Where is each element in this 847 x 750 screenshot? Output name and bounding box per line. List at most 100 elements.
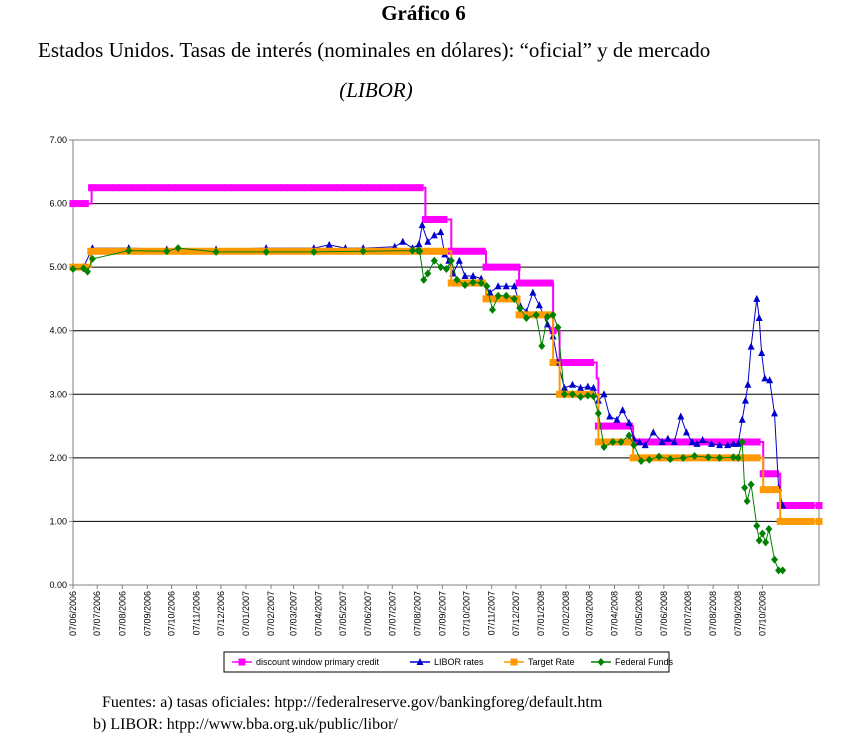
data-point bbox=[229, 247, 237, 255]
data-point bbox=[298, 247, 306, 255]
data-point bbox=[482, 295, 490, 303]
x-tick-label: 07/11/2006 bbox=[192, 591, 202, 635]
data-point bbox=[625, 418, 633, 426]
data-point bbox=[543, 312, 551, 321]
data-point bbox=[521, 311, 529, 319]
data-point bbox=[685, 438, 693, 446]
data-point bbox=[399, 237, 407, 245]
data-point bbox=[212, 184, 220, 192]
data-point bbox=[482, 263, 490, 271]
data-point bbox=[654, 438, 662, 446]
data-point bbox=[758, 529, 766, 538]
data-point bbox=[779, 566, 787, 575]
data-point bbox=[510, 282, 518, 290]
x-tick-label: 07/06/2008 bbox=[659, 591, 669, 636]
data-point bbox=[747, 454, 755, 462]
data-point bbox=[765, 486, 773, 494]
data-point bbox=[738, 415, 746, 423]
data-point bbox=[99, 247, 107, 255]
x-tick-label: 07/03/2008 bbox=[584, 591, 594, 636]
data-point bbox=[741, 396, 749, 404]
data-point bbox=[112, 184, 120, 192]
y-tick-label: 0.00 bbox=[49, 580, 67, 590]
data-point bbox=[447, 279, 455, 287]
data-point bbox=[437, 228, 445, 236]
x-tick-label: 07/09/2008 bbox=[733, 591, 743, 636]
data-point bbox=[546, 279, 554, 287]
data-point bbox=[704, 453, 712, 462]
interest-rate-chart: 0.00 1.00 2.00 3.00 4.00 5.00 6.00 7.00 07/06/2… bbox=[49, 135, 823, 673]
data-point bbox=[666, 455, 674, 464]
x-tick-label: 07/07/2008 bbox=[683, 591, 693, 636]
data-point bbox=[174, 184, 182, 192]
data-point bbox=[236, 184, 244, 192]
data-point bbox=[285, 247, 293, 255]
data-point bbox=[587, 390, 595, 398]
data-point bbox=[815, 502, 823, 510]
data-point bbox=[167, 247, 175, 255]
data-point bbox=[771, 555, 779, 564]
data-point bbox=[360, 184, 368, 192]
x-tick-label: 07/08/2006 bbox=[117, 591, 127, 636]
data-point bbox=[697, 454, 705, 462]
data-point bbox=[336, 184, 344, 192]
x-tick-label: 07/09/2006 bbox=[142, 591, 152, 636]
data-point bbox=[453, 247, 461, 255]
data-point bbox=[398, 184, 406, 192]
data-point bbox=[741, 483, 749, 492]
y-tick-label: 2.00 bbox=[49, 453, 67, 463]
data-point bbox=[391, 184, 399, 192]
data-point bbox=[747, 438, 755, 446]
series-federal-funds bbox=[69, 244, 787, 575]
data-point bbox=[249, 184, 257, 192]
data-point bbox=[617, 437, 625, 446]
data-point bbox=[554, 323, 562, 332]
data-point bbox=[753, 521, 761, 530]
data-point bbox=[466, 247, 474, 255]
data-point bbox=[420, 275, 428, 284]
data-point bbox=[262, 247, 270, 256]
data-point bbox=[507, 263, 515, 271]
x-tick-label: 07/07/2006 bbox=[92, 591, 102, 636]
data-point bbox=[93, 247, 101, 255]
data-point bbox=[212, 247, 220, 256]
x-tick-label: 07/01/2008 bbox=[536, 591, 546, 636]
data-point bbox=[766, 376, 774, 384]
data-point bbox=[488, 305, 496, 314]
data-point bbox=[416, 184, 424, 192]
data-point bbox=[594, 438, 602, 446]
data-point bbox=[549, 310, 557, 319]
data-point bbox=[442, 265, 450, 274]
data-point bbox=[410, 184, 418, 192]
data-point bbox=[69, 200, 77, 208]
data-point bbox=[642, 454, 650, 462]
data-point bbox=[461, 280, 469, 289]
data-point bbox=[292, 184, 300, 192]
data-point bbox=[510, 294, 518, 303]
data-point bbox=[673, 454, 681, 462]
data-point bbox=[637, 457, 645, 466]
data-point bbox=[716, 441, 724, 449]
data-point bbox=[528, 279, 536, 287]
data-point bbox=[584, 382, 592, 390]
x-tick-label: 07/07/2007 bbox=[387, 591, 397, 636]
data-point bbox=[625, 431, 633, 440]
data-point bbox=[729, 439, 737, 447]
data-point bbox=[494, 282, 502, 290]
data-point bbox=[677, 412, 685, 420]
data-point bbox=[619, 422, 627, 430]
data-point bbox=[87, 247, 95, 255]
data-point bbox=[641, 441, 649, 449]
legend-marker-target-rate bbox=[510, 658, 518, 666]
data-point bbox=[273, 247, 281, 255]
data-point bbox=[600, 390, 608, 398]
x-tick-label: 07/03/2007 bbox=[289, 591, 299, 636]
figure-subtitle-libor: (LIBOR) bbox=[339, 78, 413, 102]
data-point bbox=[430, 231, 438, 239]
y-axis: 0.00 1.00 2.00 3.00 4.00 5.00 6.00 7.00 bbox=[49, 135, 73, 590]
data-point bbox=[440, 247, 448, 255]
data-point bbox=[630, 441, 638, 450]
data-point bbox=[580, 390, 588, 398]
data-point bbox=[125, 184, 133, 192]
data-point bbox=[716, 453, 724, 462]
